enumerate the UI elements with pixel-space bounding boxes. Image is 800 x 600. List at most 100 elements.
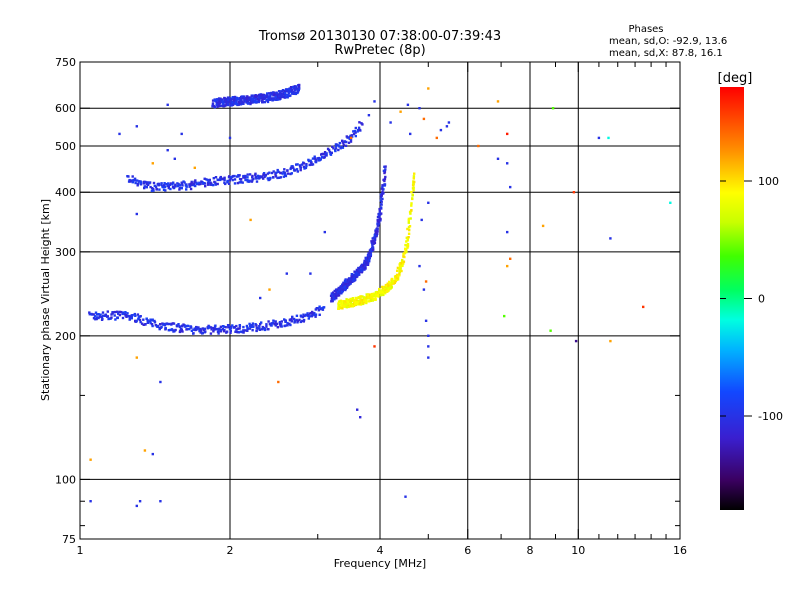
data-point bbox=[98, 315, 101, 318]
data-point bbox=[294, 92, 298, 96]
data-point bbox=[156, 324, 160, 328]
data-point bbox=[372, 248, 375, 251]
data-point bbox=[180, 181, 183, 185]
data-point bbox=[256, 174, 260, 178]
data-point bbox=[258, 325, 261, 328]
data-point bbox=[333, 289, 336, 293]
data-point bbox=[373, 100, 376, 103]
data-point bbox=[352, 279, 355, 283]
y-tick-label: 200 bbox=[55, 330, 76, 343]
data-point bbox=[277, 170, 280, 174]
x-axis-label: Frequency [MHz] bbox=[334, 557, 426, 570]
data-point bbox=[372, 292, 376, 295]
data-point bbox=[268, 288, 271, 291]
data-point bbox=[194, 184, 197, 188]
data-point bbox=[192, 332, 195, 335]
data-point bbox=[201, 327, 204, 330]
data-point bbox=[131, 179, 134, 182]
data-point bbox=[398, 263, 401, 266]
data-point bbox=[248, 327, 251, 330]
data-point bbox=[366, 253, 370, 257]
data-point bbox=[642, 305, 645, 309]
data-point bbox=[424, 280, 428, 283]
data-point bbox=[290, 320, 293, 323]
data-point bbox=[381, 293, 384, 296]
data-point bbox=[125, 315, 128, 318]
data-point bbox=[384, 168, 387, 171]
data-point bbox=[389, 121, 392, 124]
data-point bbox=[229, 329, 232, 333]
data-point bbox=[323, 151, 327, 154]
data-point bbox=[382, 188, 385, 191]
data-point bbox=[221, 100, 225, 103]
data-point bbox=[238, 174, 241, 177]
data-point bbox=[331, 145, 334, 148]
data-point bbox=[379, 290, 382, 294]
data-point bbox=[350, 305, 353, 308]
data-point bbox=[406, 243, 410, 246]
data-point bbox=[349, 301, 352, 304]
data-point bbox=[337, 144, 340, 147]
data-point bbox=[344, 280, 347, 284]
data-point bbox=[246, 326, 249, 329]
data-point bbox=[217, 104, 221, 108]
data-point bbox=[106, 310, 109, 313]
data-point bbox=[506, 162, 509, 165]
data-point bbox=[282, 175, 285, 178]
data-point bbox=[273, 322, 277, 325]
data-point bbox=[178, 330, 182, 334]
data-point bbox=[379, 217, 382, 221]
data-point bbox=[400, 260, 404, 263]
data-point bbox=[377, 223, 380, 226]
data-point bbox=[185, 188, 188, 191]
data-point bbox=[338, 141, 341, 145]
data-point bbox=[227, 326, 230, 329]
data-point bbox=[163, 185, 167, 189]
data-point bbox=[406, 239, 409, 242]
data-point bbox=[89, 458, 92, 461]
data-point bbox=[233, 95, 237, 99]
data-point bbox=[272, 176, 275, 179]
data-point bbox=[283, 90, 286, 93]
data-point bbox=[240, 100, 243, 103]
data-point bbox=[235, 96, 239, 100]
data-point bbox=[402, 260, 406, 263]
colorbar-tick-label: 0 bbox=[758, 293, 765, 306]
data-point bbox=[260, 321, 263, 324]
data-point bbox=[247, 97, 251, 101]
data-point bbox=[347, 283, 350, 287]
data-point bbox=[265, 95, 269, 99]
data-point bbox=[405, 240, 408, 243]
data-point bbox=[420, 218, 423, 222]
data-point bbox=[118, 310, 121, 314]
data-point bbox=[332, 147, 335, 150]
data-point bbox=[272, 97, 275, 100]
data-point bbox=[396, 278, 400, 281]
data-point bbox=[241, 181, 244, 184]
data-point bbox=[291, 166, 294, 169]
data-point bbox=[398, 270, 402, 274]
data-point bbox=[222, 103, 225, 106]
data-point bbox=[185, 324, 188, 328]
data-point bbox=[225, 101, 228, 104]
data-point bbox=[407, 219, 410, 222]
data-point bbox=[284, 174, 287, 178]
data-point bbox=[298, 87, 301, 90]
data-point bbox=[351, 297, 355, 300]
data-point bbox=[272, 170, 275, 173]
data-point bbox=[280, 323, 283, 326]
data-point bbox=[177, 182, 180, 186]
data-point bbox=[374, 230, 377, 233]
data-point bbox=[310, 163, 313, 166]
grid-lines bbox=[80, 62, 680, 539]
data-point bbox=[139, 320, 142, 324]
data-point bbox=[350, 273, 353, 276]
x-tick-labels: 1 2 4 6 8 10 16 bbox=[77, 544, 688, 557]
data-point bbox=[278, 90, 281, 93]
data-point bbox=[204, 185, 207, 188]
data-point bbox=[609, 237, 612, 240]
data-point bbox=[381, 184, 384, 187]
data-point bbox=[198, 181, 201, 184]
data-point bbox=[289, 94, 292, 97]
data-point bbox=[140, 322, 144, 325]
